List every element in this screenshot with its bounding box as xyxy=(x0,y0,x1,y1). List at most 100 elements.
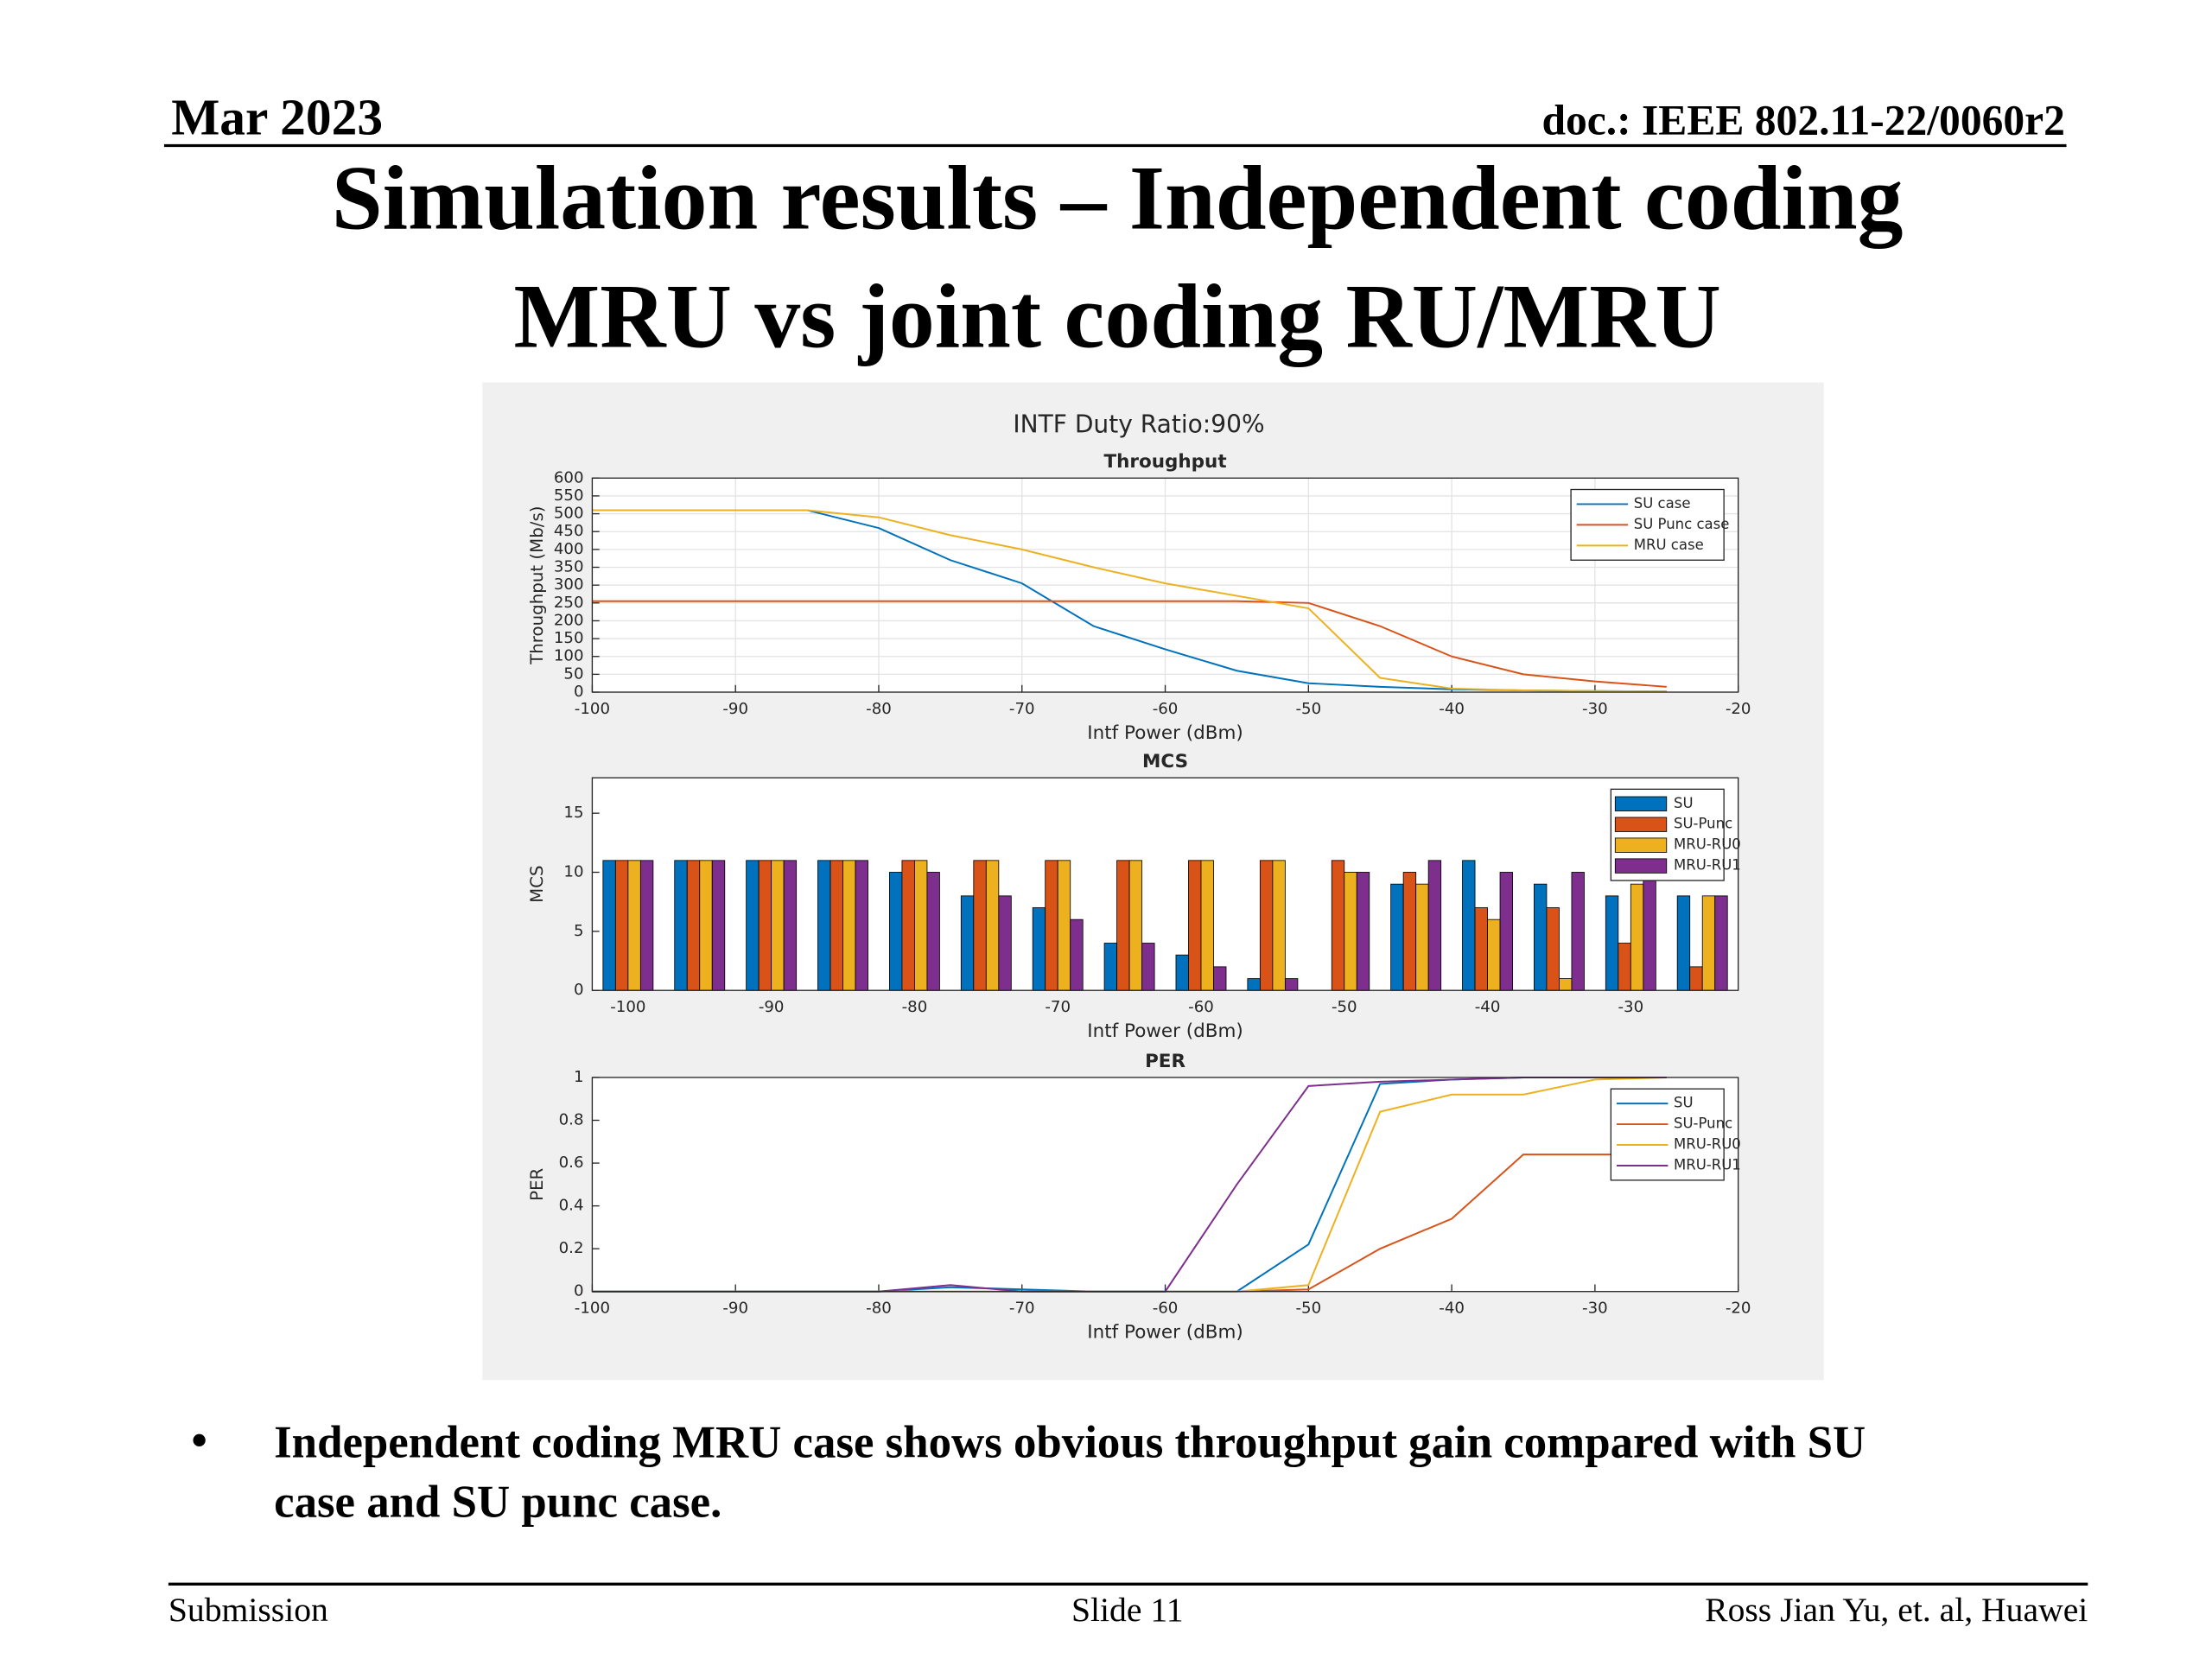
plot-frame xyxy=(591,777,1739,991)
x-tick-label: -50 xyxy=(1295,1300,1321,1318)
bar xyxy=(1128,860,1143,991)
legend-label: SU xyxy=(1674,1095,1694,1111)
charts: Throughput Intf Power (dBm) Throughput (Mb… xyxy=(527,451,1751,1343)
chart-title: Throughput xyxy=(1103,451,1226,473)
legend-label: MRU-RU0 xyxy=(1674,1136,1741,1153)
legend-label: SU xyxy=(1674,795,1694,811)
x-tick-label: -20 xyxy=(1726,700,1751,718)
footer-center: Slide 11 xyxy=(1071,1591,1184,1629)
bar xyxy=(1689,966,1703,991)
bar xyxy=(914,860,928,991)
legend-swatch xyxy=(1614,858,1668,874)
bar xyxy=(1415,883,1429,991)
bar xyxy=(830,860,843,991)
footer-left: Submission xyxy=(168,1591,328,1629)
bar xyxy=(639,860,654,991)
x-tick-label: -50 xyxy=(1332,998,1357,1016)
bar xyxy=(686,860,701,991)
bar xyxy=(1284,978,1299,991)
bullet-mark: • xyxy=(191,1416,207,1466)
y-tick-label: 300 xyxy=(554,575,584,594)
x-tick-label: -60 xyxy=(1188,998,1214,1016)
bar xyxy=(1499,872,1513,991)
bar xyxy=(699,860,713,991)
y-tick-label: 100 xyxy=(554,647,584,665)
x-tick-label: -20 xyxy=(1726,1300,1751,1318)
bar xyxy=(998,895,1012,991)
bar xyxy=(926,872,940,991)
bar xyxy=(627,860,641,991)
bar xyxy=(614,860,629,991)
series-line xyxy=(592,600,1667,688)
slide-title: MRU vs joint coding RU/MRU xyxy=(514,265,1721,366)
y-tick-label: 450 xyxy=(554,522,584,540)
y-tick-label: 15 xyxy=(563,804,583,822)
legend-label: MRU-RU1 xyxy=(1674,857,1741,874)
y-axis-label: MCS xyxy=(527,865,547,902)
y-tick-label: 550 xyxy=(554,486,584,505)
bar xyxy=(1247,978,1261,991)
x-tick-label: -80 xyxy=(866,700,892,718)
bar xyxy=(1188,860,1202,991)
y-tick-label: 600 xyxy=(554,468,584,486)
plot-area xyxy=(592,1077,1738,1292)
legend-swatch xyxy=(1614,817,1668,832)
bar xyxy=(1259,860,1274,991)
bar xyxy=(817,860,831,991)
bar xyxy=(1070,918,1084,991)
legend-label: SU case xyxy=(1634,495,1691,512)
x-tick-label: -60 xyxy=(1153,700,1179,718)
x-axis-label: Intf Power (dBm) xyxy=(1087,1322,1243,1344)
bar xyxy=(1676,895,1691,991)
x-tick-label: -50 xyxy=(1295,700,1321,718)
chart-title: MCS xyxy=(1142,751,1188,772)
bar xyxy=(711,860,726,991)
legend: SU case SU Punc case MRU case xyxy=(1570,488,1729,561)
legend: SU SU-Punc MRU-RU0 MRU-RU1 xyxy=(1610,788,1741,881)
legend: SU SU-Punc MRU-RU0 MRU-RU1 xyxy=(1610,1088,1741,1181)
bar xyxy=(1474,907,1488,991)
bar xyxy=(1605,895,1619,991)
bar xyxy=(771,860,785,991)
legend-label: MRU-RU0 xyxy=(1674,836,1741,853)
y-tick-label: 0 xyxy=(574,683,584,701)
bar xyxy=(1559,978,1573,991)
y-tick-label: 0.8 xyxy=(559,1111,584,1129)
y-tick-label: 10 xyxy=(563,863,583,881)
bar xyxy=(1487,918,1501,991)
bar xyxy=(1200,860,1214,991)
y-tick-label: 200 xyxy=(554,611,584,629)
bar xyxy=(1175,954,1189,991)
bar xyxy=(1546,907,1560,991)
legend-swatch xyxy=(1614,796,1668,811)
bar xyxy=(889,872,903,991)
x-axis-label: Intf Power (dBm) xyxy=(1087,1020,1243,1042)
bar xyxy=(1213,966,1227,991)
x-tick-label: -90 xyxy=(722,700,748,718)
y-tick-label: 0.2 xyxy=(559,1239,584,1257)
plot-frame xyxy=(591,1077,1739,1293)
bar xyxy=(746,860,760,991)
bullet-text: case and SU punc case. xyxy=(274,1478,721,1528)
x-tick-label: -40 xyxy=(1439,1300,1465,1318)
y-tick-label: 150 xyxy=(554,629,584,647)
bar xyxy=(1390,883,1404,991)
series-line xyxy=(592,509,1667,693)
bar xyxy=(1714,895,1728,991)
x-tick-label: -90 xyxy=(722,1300,748,1318)
bar xyxy=(1116,860,1130,991)
y-tick-label: 0.4 xyxy=(559,1197,584,1215)
figure-title: INTF Duty Ratio:90% xyxy=(1013,410,1264,438)
bar xyxy=(973,860,987,991)
x-tick-label: -70 xyxy=(1009,700,1035,718)
legend-label: MRU-RU1 xyxy=(1674,1156,1741,1173)
x-tick-label: -70 xyxy=(1045,998,1071,1016)
header-doc: doc.: IEEE 802.11-22/0060r2 xyxy=(1541,96,2064,143)
bar xyxy=(842,860,856,991)
legend-label: MRU case xyxy=(1634,537,1704,553)
bar xyxy=(1643,872,1656,991)
x-tick-label: -70 xyxy=(1009,1300,1035,1318)
slide-title: Simulation results – Independent coding xyxy=(332,147,1904,248)
bar xyxy=(1402,872,1417,991)
